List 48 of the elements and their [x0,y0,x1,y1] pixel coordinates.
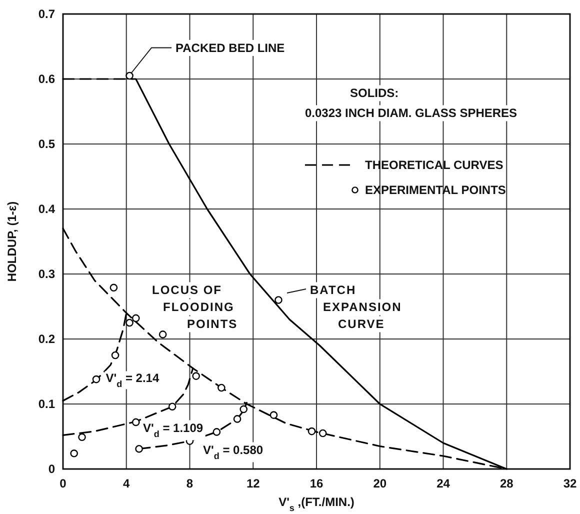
point [111,351,120,360]
point [126,318,134,327]
point [132,418,140,426]
annotation: V'$_{d}$ = 0.580 [203,443,264,462]
annotation: SOLIDS: [350,86,399,100]
x-tick-label: 8 [186,476,194,491]
x-tick-label: 20 [373,476,387,491]
y-tick-label: 0.7 [38,6,56,21]
point [274,296,282,304]
annotation: V'$_{d}$ = 1.109 [143,421,204,440]
x-tick-label: 24 [436,476,450,491]
x-tick-label: 0 [60,476,67,491]
x-axis-title: V'$_{s}$ ,(FT./MIN.) [278,495,354,513]
point [135,444,143,453]
y-tick-label: 0 [48,462,56,476]
y-tick-label: 0.5 [38,136,56,151]
point [168,402,176,410]
y-axis-title: HOLDUP, (1-ε) [5,201,19,282]
y-tick-label: 0.6 [38,72,56,86]
x-tick-label: 12 [246,476,260,491]
annotation: BATCH EXPANSION CURVE [310,283,402,332]
point [218,384,226,392]
point [240,405,248,414]
annotation: 0.0323 INCH DIAM. GLASS SPHERES [305,106,518,120]
point [132,314,140,322]
point [158,330,167,338]
point [92,375,100,384]
x-tick-label: 4 [123,476,130,491]
point [110,284,118,292]
x-tick-label: 16 [310,476,324,491]
y-tick-label: 0.2 [38,332,56,346]
annotation: PACKED BED LINE [176,40,285,55]
annotation: V'$_{d}$ = 2.14 [106,371,160,390]
point [270,411,278,419]
x-tick-label: 28 [500,476,514,491]
point [233,415,242,423]
point [126,72,134,80]
y-tick-label: 0.4 [38,202,56,216]
point [318,429,327,438]
point [78,433,86,442]
point [70,450,78,458]
annotation: LOCUS OF FLOODING POINTS [152,283,238,332]
y-tick-label: 0.3 [38,266,56,281]
point [212,428,221,436]
point [308,427,316,436]
point [192,372,200,380]
y-tick-label: 0.1 [38,396,56,411]
x-tick-label: 32 [563,476,577,491]
